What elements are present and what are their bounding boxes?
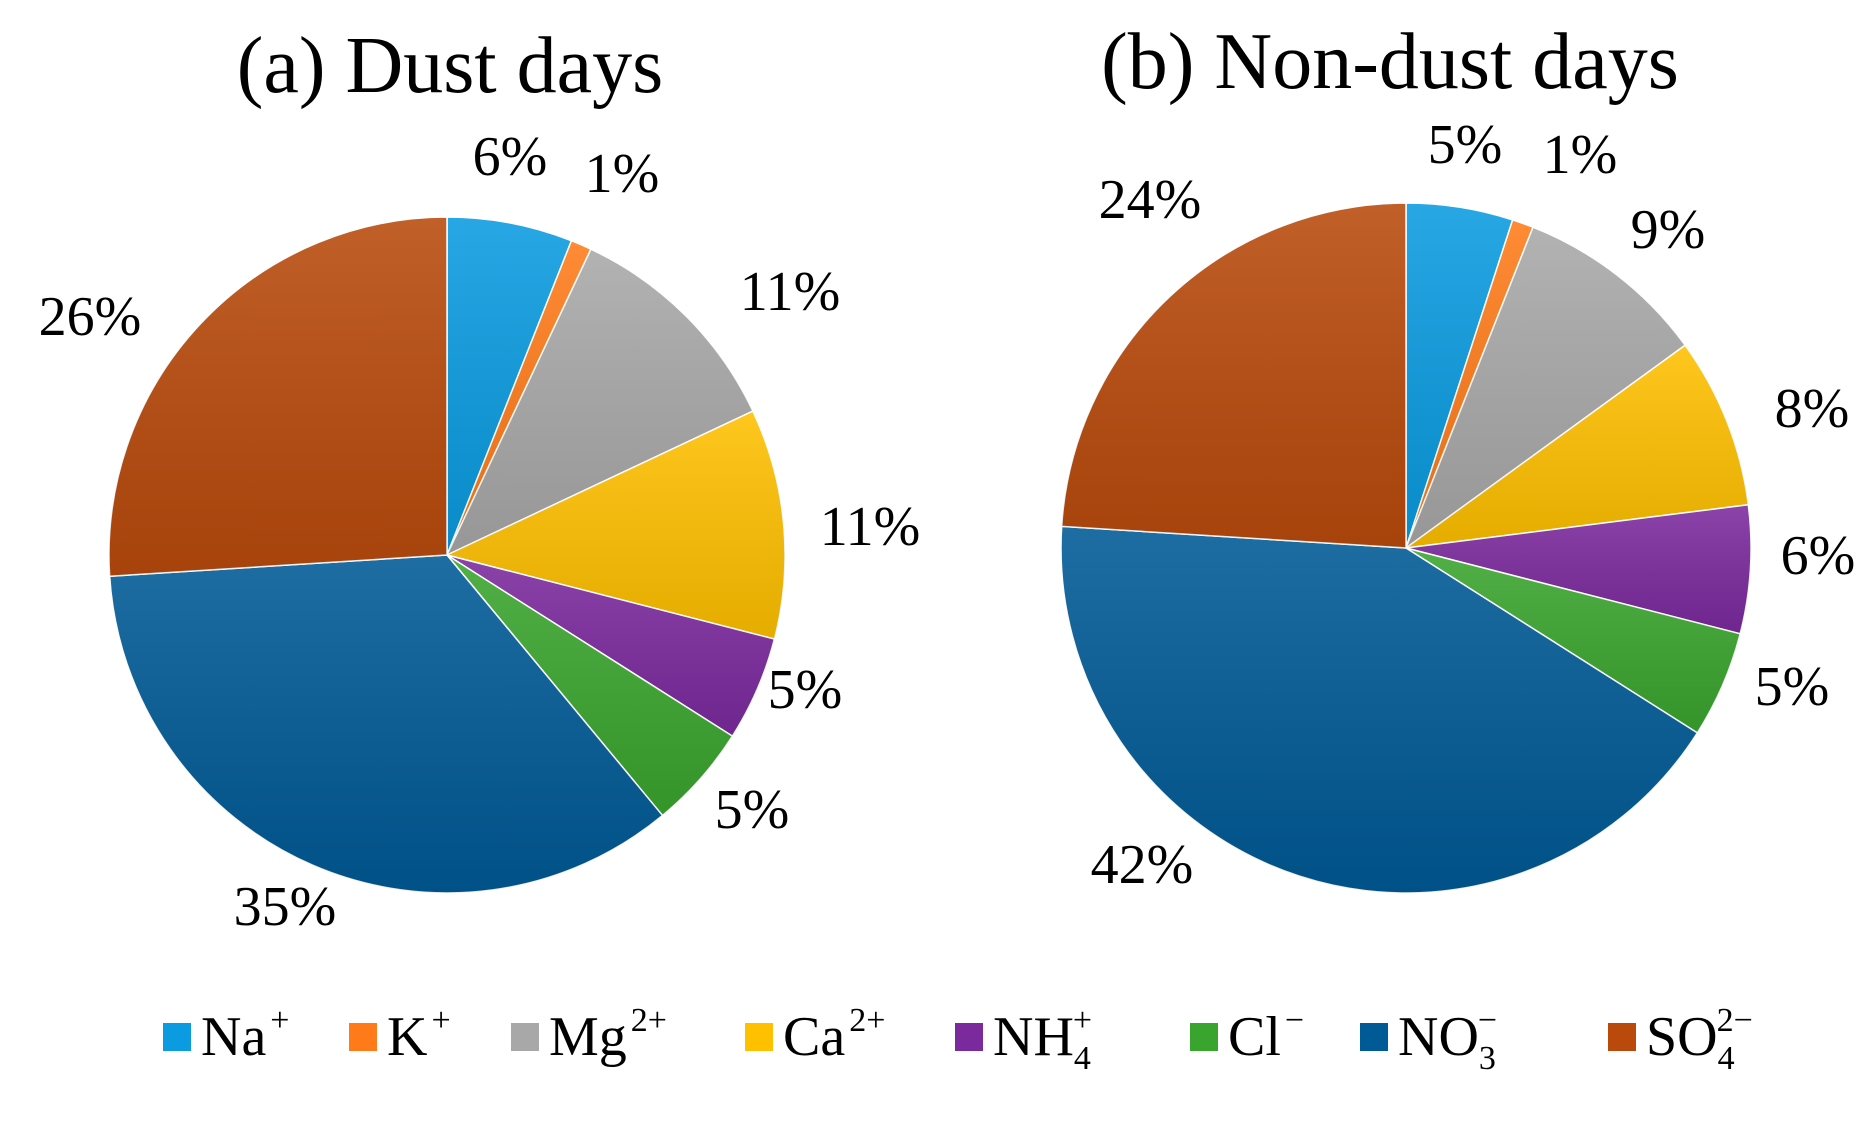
legend-item-na: Na + — [163, 1002, 289, 1068]
legend-swatch — [163, 1023, 191, 1051]
pie-slice-shading — [1061, 526, 1698, 893]
legend-label-base: Mg — [549, 1006, 627, 1068]
legend-label-superscript: 2+ — [631, 1002, 667, 1039]
legend-swatch — [511, 1023, 539, 1051]
legend-label-subscript: 4 — [1074, 1040, 1091, 1077]
pie-chart-non-dust-days: (b) Non-dust days 5% 1%9% 8% 6% 5% 42% 24% — [1060, 18, 1856, 896]
legend-label-superscript: + — [270, 1002, 289, 1039]
legend-label: Mg 2+ — [549, 1002, 667, 1068]
data-label-nh4: 5% — [768, 659, 843, 721]
pie-slice-shading — [447, 555, 733, 816]
data-label-mg2: 9% — [1631, 199, 1706, 261]
pie-slice-shading — [109, 555, 663, 894]
legend-label-superscript: − — [1478, 1002, 1497, 1039]
chart-title: (a) Dust days — [237, 22, 664, 110]
data-label-k: 1% — [1543, 124, 1618, 186]
legend-label-base: NH — [993, 1006, 1074, 1068]
chart-legend: Na + K + Mg 2+ Ca 2+ NH4+ Cl − NO3− SO42− — [163, 1002, 1753, 1077]
legend-swatch — [955, 1023, 983, 1051]
legend-swatch — [745, 1023, 773, 1051]
data-label-k: 1% — [585, 143, 660, 205]
legend-label: NH4+ — [993, 1002, 1092, 1077]
pie-slice-shading — [1406, 227, 1686, 548]
legend-item-so42: SO42− — [1608, 1002, 1753, 1077]
legend-item-no3: NO3− — [1360, 1002, 1497, 1077]
data-label-so42: 26% — [39, 286, 142, 348]
legend-swatch — [1608, 1023, 1636, 1051]
legend-label-superscript: 2− — [1717, 1002, 1753, 1039]
data-label-ca2: 11% — [820, 496, 921, 558]
legend-label: K + — [387, 1002, 451, 1068]
legend-item-k: K + — [349, 1002, 451, 1068]
legend-label-base: Na — [201, 1006, 266, 1068]
legend-item-nh4: NH4+ — [955, 1002, 1092, 1077]
legend-label-superscript: − — [1285, 1002, 1304, 1039]
data-label-so42: 24% — [1099, 169, 1202, 231]
pie-slice-shading — [447, 217, 572, 555]
legend-label-subscript: 3 — [1479, 1040, 1496, 1077]
legend-label-base: K — [387, 1006, 427, 1068]
legend-swatch — [1190, 1023, 1218, 1051]
legend-label-superscript: 2+ — [849, 1002, 885, 1039]
legend-label-base: Ca — [783, 1006, 845, 1068]
legend-label-superscript: + — [1073, 1002, 1092, 1039]
pie-slice-shading — [109, 217, 447, 577]
legend-label: NO3− — [1398, 1002, 1497, 1077]
data-label-cl: 5% — [1755, 656, 1830, 718]
pie-slice-shading — [447, 555, 775, 737]
pie-slice-shading — [447, 249, 753, 555]
legend-item-mg2: Mg 2+ — [511, 1002, 667, 1068]
pie-slice-shading — [1406, 345, 1749, 548]
legend-label: Na + — [201, 1002, 289, 1068]
pie-slice-shading — [447, 240, 591, 556]
legend-label-subscript: 4 — [1718, 1040, 1735, 1077]
data-label-na: 5% — [1428, 114, 1503, 176]
data-label-cl: 5% — [715, 779, 790, 841]
legend-item-ca2: Ca 2+ — [745, 1002, 885, 1068]
pie-slice-shading — [1406, 548, 1741, 733]
legend-swatch — [1360, 1023, 1388, 1051]
data-label-no3: 35% — [234, 876, 337, 938]
data-label-mg2: 11% — [740, 261, 841, 323]
legend-label: Cl − — [1228, 1002, 1304, 1068]
data-label-na: 6% — [473, 126, 548, 188]
pie-slice-shading — [447, 411, 785, 640]
legend-label: Ca 2+ — [783, 1002, 885, 1068]
legend-label-superscript: + — [431, 1002, 450, 1039]
legend-label-base: NO — [1398, 1006, 1479, 1068]
chart-title: (b) Non-dust days — [1101, 18, 1679, 106]
legend-label-base: SO — [1646, 1006, 1718, 1068]
legend-label-base: Cl — [1228, 1006, 1281, 1068]
legend-swatch — [349, 1023, 377, 1051]
legend-item-cl: Cl − — [1190, 1002, 1304, 1068]
data-label-nh4: 6% — [1781, 525, 1856, 587]
pie-slice-shading — [1406, 504, 1751, 634]
pie-slice-shading — [1406, 203, 1513, 548]
data-label-ca2: 8% — [1775, 378, 1850, 440]
pie-chart-dust-days: (a) Dust days 6% 1% 11% 11% 5% 5% 35% 26% — [39, 22, 921, 938]
data-label-no3: 42% — [1091, 834, 1194, 896]
pie-slice-shading — [1061, 202, 1406, 548]
legend-label: SO42− — [1646, 1002, 1753, 1077]
